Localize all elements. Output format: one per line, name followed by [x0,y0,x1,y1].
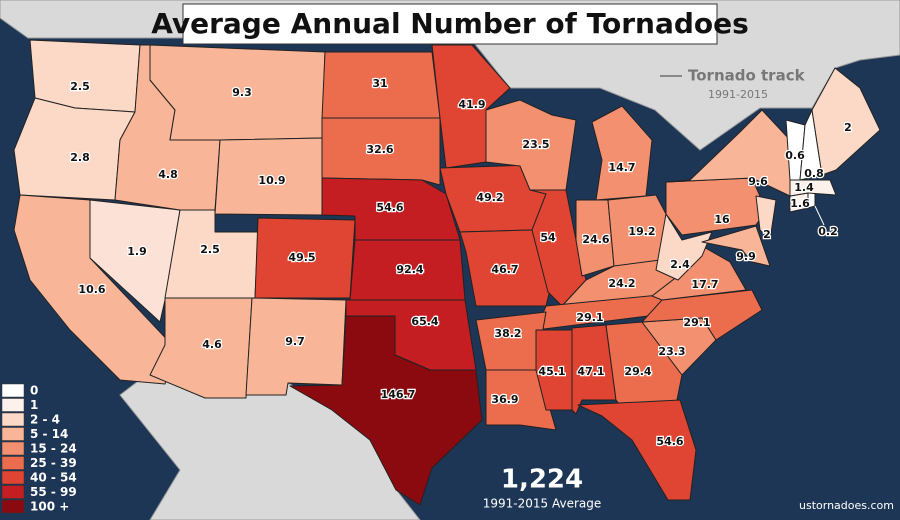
legend-label: 1 [30,398,38,412]
state-value: 9.6 [748,175,768,188]
state-value: 14.7 [608,161,635,174]
state-value: 17.7 [691,278,718,291]
state-value: 31 [372,77,387,90]
state-value: 92.4 [396,263,423,276]
legend-swatch [1,383,25,398]
state-value: 46.7 [491,263,518,276]
track-label: Tornado track [688,67,806,85]
legend-swatch [1,427,25,441]
state-value: 49.2 [476,191,503,204]
attribution: ustornadoes.com [799,499,894,512]
state-value: 10.9 [258,174,285,187]
total: 1,224 [501,465,583,495]
legend-swatch [1,412,25,427]
state [321,117,441,186]
legend-swatch [1,499,25,514]
state [575,199,615,277]
state-value: 29.1 [683,316,710,329]
legend-label: 40 - 54 [30,471,77,485]
state-value: 54.6 [376,201,403,214]
state-value: 2.4 [670,258,690,271]
state [701,225,771,267]
state [811,67,881,176]
state-value: 1.4 [794,181,814,194]
state-value: 23.3 [658,345,685,358]
state-value: 47.1 [577,365,604,378]
state-value: 19.2 [628,225,655,238]
legend-label: 100 + [30,500,69,514]
state-value: 2.8 [70,151,90,164]
legend-label: 0 [30,384,38,398]
track-period: 1991-2015 [708,88,768,101]
legend-swatch [1,485,25,499]
state-value: 2.5 [70,80,90,93]
state [641,289,763,341]
legend-label: 15 - 24 [30,442,77,456]
state-value: 0.6 [785,149,805,162]
title-box [182,3,718,45]
legend-swatch [1,456,25,470]
state-value: 41.9 [458,98,485,111]
state-value: 1.6 [790,197,810,210]
state-value: 10.6 [78,283,105,296]
state-value: 23.5 [522,138,549,151]
state-value: 65.4 [411,315,438,328]
state [89,199,181,323]
legend-swatch [1,470,25,485]
state-value: 2 [844,121,852,134]
state-value: 24.2 [608,277,635,290]
state [577,399,697,501]
state-value: 1.9 [127,245,147,258]
legend-label: 2 - 4 [30,413,60,427]
state-labels: 2.5 2.8 10.6 1.9 4.8 9.3 10.9 2.5 49.5 4.6 9.7 31 32… [69,76,853,450]
state-value: 9.9 [736,250,756,263]
legend-label: 25 - 39 [30,456,77,470]
state [535,329,573,411]
legend-label: 5 - 14 [30,427,68,441]
state-value: 24.6 [582,233,609,246]
state-value: 9.3 [232,86,252,99]
state-value: 146.7 [381,388,416,401]
state-value: 2 [763,228,771,241]
state-value: 0.2 [818,225,838,238]
state-value: 0.8 [804,167,824,180]
total-caption: 1991-2015 Average [483,497,602,511]
state-value: 54 [540,231,556,244]
state-value: 9.7 [285,335,305,348]
title: Average Annual Number of Tornadoes [151,7,749,40]
state-value: 29.4 [624,365,651,378]
state-value: 38.2 [494,327,521,340]
legend-swatch [1,398,25,412]
state-value: 4.8 [158,168,178,181]
state [289,315,483,506]
state-value: 49.5 [288,251,315,264]
state-value: 29.1 [576,311,603,324]
leader-line [814,205,825,226]
state-value: 16 [714,213,730,226]
legend-swatch [1,441,25,456]
state-value: 45.1 [538,365,565,378]
state [789,179,837,197]
legend-label: 55 - 99 [30,485,77,499]
state-value: 4.6 [202,338,222,351]
states [13,39,881,506]
state-value: 32.6 [366,143,393,156]
state-value: 54.6 [656,435,683,448]
state [755,195,777,241]
state-value: 2.5 [200,243,220,256]
state-value: 36.9 [491,393,518,406]
